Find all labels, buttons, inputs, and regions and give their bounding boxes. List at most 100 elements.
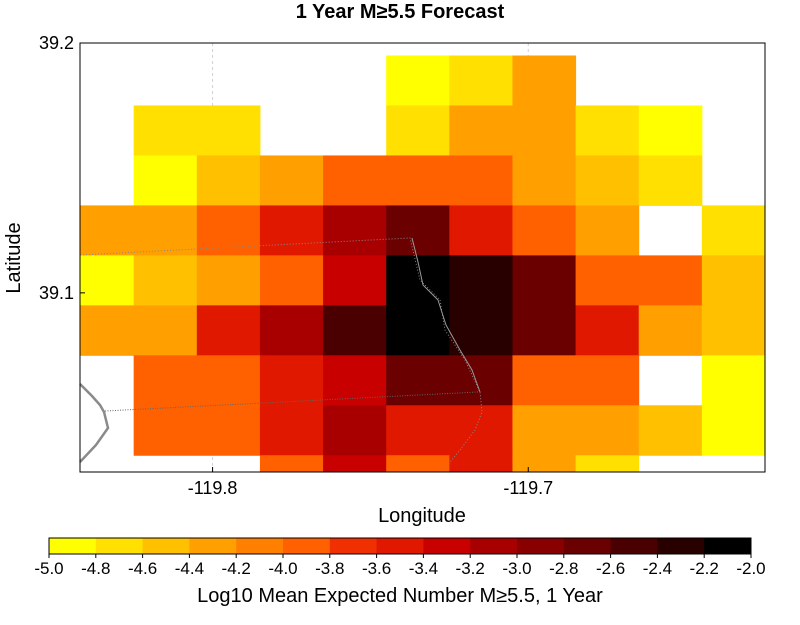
colorbar-swatch [470, 538, 518, 554]
colorbar-swatch [95, 538, 143, 554]
heatmap-cell [449, 355, 513, 406]
x-axis-label: Longitude [378, 505, 466, 527]
heatmap-cell [323, 305, 387, 356]
heatmap-cell [386, 455, 450, 473]
y-tick-label: 39.1 [39, 283, 74, 303]
heatmap-cell [701, 355, 766, 406]
colorbar-ticks: -5.0 -4.8 -4.6 -4.4 -4.2 -4.0 -3.8 -3.6 -3.4 -3.2… [34, 554, 766, 578]
colorbar-swatch [283, 538, 331, 554]
heatmap-cell [323, 455, 387, 473]
state-border-line [79, 237, 483, 473]
heatmap-cell [323, 205, 387, 256]
heatmap-cell [638, 405, 703, 456]
x-tick-label: -119.7 [503, 478, 553, 498]
chart-title: 1 Year M≥5.5 Forecast [296, 1, 505, 23]
heatmap-cell [259, 305, 324, 356]
heatmap-cell [196, 355, 261, 406]
heatmap-cell [512, 355, 577, 406]
heatmap-cell [575, 405, 640, 456]
colorbar-tick-label: -2.4 [643, 559, 672, 578]
heatmap-cell [133, 255, 198, 306]
heatmap-cell [259, 255, 324, 306]
heatmap-cell [323, 405, 387, 456]
heatmap-cell [259, 455, 324, 473]
colorbar-swatch [236, 538, 284, 554]
heatmap-cell [638, 255, 703, 306]
colorbar-tick-label: -4.6 [128, 559, 157, 578]
colorbar-tick-label: -4.4 [175, 559, 204, 578]
heatmap-cell [512, 205, 577, 256]
heatmap-cell [512, 155, 577, 206]
heatmap-cell [386, 155, 450, 206]
colorbar-swatch [423, 538, 471, 554]
heatmap-cell [701, 205, 766, 256]
heatmap-cell [386, 205, 450, 256]
heatmap-cell [575, 255, 640, 306]
heatmap-cell [449, 55, 513, 106]
x-axis-ticks: -119.8 -119.7 [188, 467, 553, 498]
heatmap-cell [575, 305, 640, 356]
heatmap-cell [449, 305, 513, 356]
state-border-line [411, 237, 481, 393]
heatmap-cell [80, 305, 135, 356]
heatmap-cell [512, 405, 577, 456]
heatmap-cell [512, 105, 577, 156]
heatmap-cell [133, 355, 198, 406]
heatmap-cell [323, 355, 387, 406]
heatmap-cell [133, 205, 198, 256]
heatmap-cell [512, 55, 577, 106]
colorbar-tick-label: -2.0 [736, 559, 765, 578]
heatmap-cell [196, 105, 261, 156]
colorbar-tick-label: -3.8 [315, 559, 344, 578]
heatmap-cell [196, 205, 261, 256]
heatmap-cell [259, 355, 324, 406]
colorbar-tick-label: -2.8 [549, 559, 578, 578]
heatmap-cell [80, 255, 135, 306]
colorbar-tick-label: -3.6 [362, 559, 391, 578]
y-tick-label: 39.2 [39, 33, 74, 53]
heatmap-cell [701, 255, 766, 306]
heatmap-cell [575, 355, 640, 406]
heatmap-cell [512, 305, 577, 356]
colorbar-swatch [563, 538, 611, 554]
heatmap-cell [196, 255, 261, 306]
colorbar-swatch [49, 538, 97, 554]
state-borders [79, 237, 483, 473]
colorbar-tick-label: -4.8 [81, 559, 110, 578]
colorbar-tick-label: -3.2 [456, 559, 485, 578]
heatmap-cell [449, 405, 513, 456]
x-tick-label: -119.8 [188, 478, 238, 498]
colorbar [48, 537, 752, 555]
heatmap-cell [196, 305, 261, 356]
colorbar-tick-label: -2.2 [690, 559, 719, 578]
heatmap-cell [259, 155, 324, 206]
heatmap-cell [512, 455, 577, 473]
heatmap-cell [638, 155, 703, 206]
colorbar-swatch [329, 538, 377, 554]
heatmap-cell [259, 405, 324, 456]
heatmap-cell [449, 255, 513, 306]
colorbar-tick-label: -3.4 [409, 559, 438, 578]
heatmap-cell [386, 105, 450, 156]
heatmap-cell [386, 355, 450, 406]
heatmap-cell [323, 255, 387, 306]
heatmap-cell [575, 455, 640, 473]
colorbar-tick-label: -4.0 [268, 559, 297, 578]
heatmap-cell [386, 405, 450, 456]
heatmap-cell [449, 105, 513, 156]
colorbar-tick-label: -4.2 [222, 559, 251, 578]
heatmap-cell [701, 305, 766, 356]
heatmap-cell [196, 155, 261, 206]
colorbar-tick-label: -5.0 [34, 559, 63, 578]
heatmap-cell [575, 105, 640, 156]
heatmap-cell [386, 55, 450, 106]
heatmap-cell [259, 205, 324, 256]
colorbar-swatch [704, 538, 752, 554]
colorbar-tick-label: -3.0 [502, 559, 531, 578]
colorbar-swatch [610, 538, 658, 554]
colorbar-swatch [142, 538, 190, 554]
heatmap-cell [512, 255, 577, 306]
y-axis-ticks: 39.2 39.1 [39, 33, 85, 303]
heatmap-cell [133, 305, 198, 356]
